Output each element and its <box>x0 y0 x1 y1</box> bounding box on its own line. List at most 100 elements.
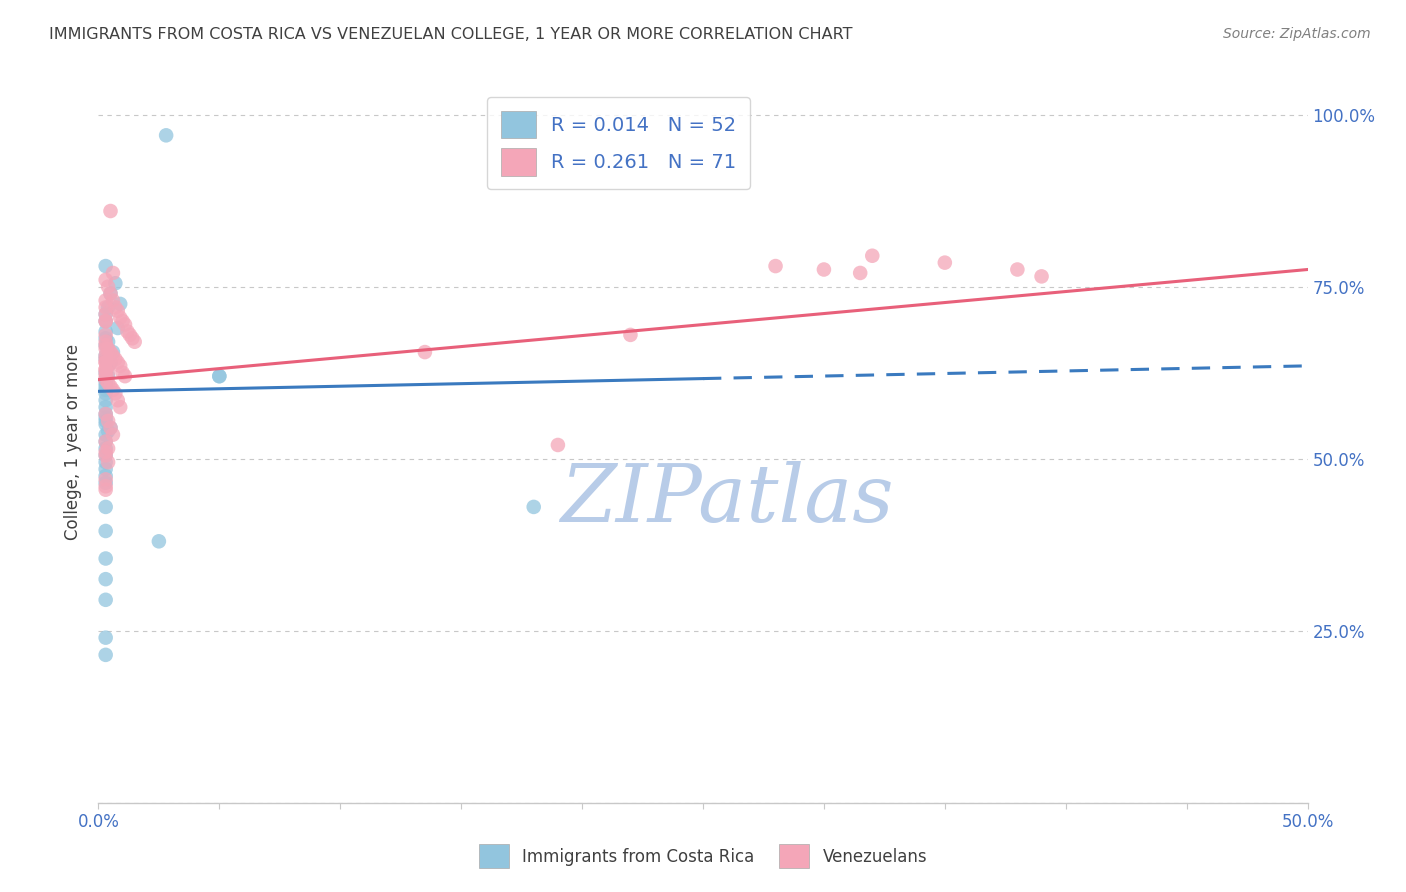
Legend: R = 0.014   N = 52, R = 0.261   N = 71: R = 0.014 N = 52, R = 0.261 N = 71 <box>486 97 749 189</box>
Point <box>117 325 139 339</box>
Point <box>94 448 117 462</box>
Point <box>97 342 120 356</box>
Point <box>107 393 129 408</box>
Point <box>94 434 117 449</box>
Point <box>208 369 231 384</box>
Point <box>100 379 122 393</box>
Text: ZIPatlas: ZIPatlas <box>561 460 894 538</box>
Point <box>97 359 120 373</box>
Point <box>208 369 231 384</box>
Point <box>934 255 956 269</box>
Point <box>94 383 117 397</box>
Point <box>94 301 117 315</box>
Point <box>94 331 117 345</box>
Point <box>94 393 117 408</box>
Point <box>97 279 120 293</box>
Point <box>101 345 124 359</box>
Point <box>97 369 120 384</box>
Point <box>104 301 127 315</box>
Point <box>94 414 117 428</box>
Point <box>114 369 136 384</box>
Point <box>94 472 117 486</box>
Point <box>94 351 117 366</box>
Point <box>94 369 117 384</box>
Point <box>101 427 124 442</box>
Point <box>94 293 117 308</box>
Point <box>121 331 143 345</box>
Point <box>94 469 117 483</box>
Point <box>94 400 117 414</box>
Point <box>860 249 883 263</box>
Point <box>413 345 436 359</box>
Point <box>100 286 122 301</box>
Point <box>104 386 127 401</box>
Point <box>97 334 120 349</box>
Point <box>523 500 546 514</box>
Point <box>124 334 146 349</box>
Point <box>94 307 117 321</box>
Point <box>97 414 120 428</box>
Point <box>94 376 117 390</box>
Point <box>94 462 117 476</box>
Point <box>94 327 117 342</box>
Point <box>114 318 136 332</box>
Point <box>94 307 117 321</box>
Point <box>94 417 117 432</box>
Point <box>100 421 122 435</box>
Point <box>97 301 120 315</box>
Point <box>97 376 120 390</box>
Point <box>94 362 117 376</box>
Point <box>94 445 117 459</box>
Point <box>94 434 117 449</box>
Point <box>97 359 120 373</box>
Point <box>94 524 117 538</box>
Point <box>94 386 117 401</box>
Point <box>107 321 129 335</box>
Point <box>1031 269 1053 284</box>
Point <box>101 293 124 308</box>
Y-axis label: College, 1 year or more: College, 1 year or more <box>65 343 83 540</box>
Point <box>94 366 117 380</box>
Point <box>94 410 117 425</box>
Point <box>619 327 641 342</box>
Point <box>94 455 117 469</box>
Point <box>94 314 117 328</box>
Point <box>94 325 117 339</box>
Point <box>765 259 787 273</box>
Point <box>101 266 124 280</box>
Point <box>94 373 117 387</box>
Point <box>94 483 117 497</box>
Point <box>94 342 117 356</box>
Point <box>100 204 122 219</box>
Point <box>94 338 117 352</box>
Point <box>94 355 117 369</box>
Point <box>118 327 141 342</box>
Point <box>155 128 177 143</box>
Point <box>1007 262 1029 277</box>
Point <box>94 334 117 349</box>
Point <box>94 479 117 493</box>
Point <box>101 383 124 397</box>
Point <box>97 366 120 380</box>
Legend: Immigrants from Costa Rica, Venezuelans: Immigrants from Costa Rica, Venezuelans <box>472 838 934 875</box>
Point <box>100 421 122 435</box>
Point <box>100 355 122 369</box>
Point <box>94 631 117 645</box>
Point <box>94 551 117 566</box>
Point <box>94 362 117 376</box>
Point <box>94 355 117 369</box>
Point <box>94 379 117 393</box>
Point <box>97 455 120 469</box>
Point <box>94 259 117 273</box>
Point <box>94 407 117 421</box>
Point <box>97 424 120 438</box>
Point <box>107 303 129 318</box>
Point <box>111 314 134 328</box>
Point <box>547 438 569 452</box>
Text: IMMIGRANTS FROM COSTA RICA VS VENEZUELAN COLLEGE, 1 YEAR OR MORE CORRELATION CHA: IMMIGRANTS FROM COSTA RICA VS VENEZUELAN… <box>49 27 852 42</box>
Point <box>101 349 124 363</box>
Point <box>104 277 127 291</box>
Point <box>94 273 117 287</box>
Point <box>104 351 127 366</box>
Point <box>813 262 835 277</box>
